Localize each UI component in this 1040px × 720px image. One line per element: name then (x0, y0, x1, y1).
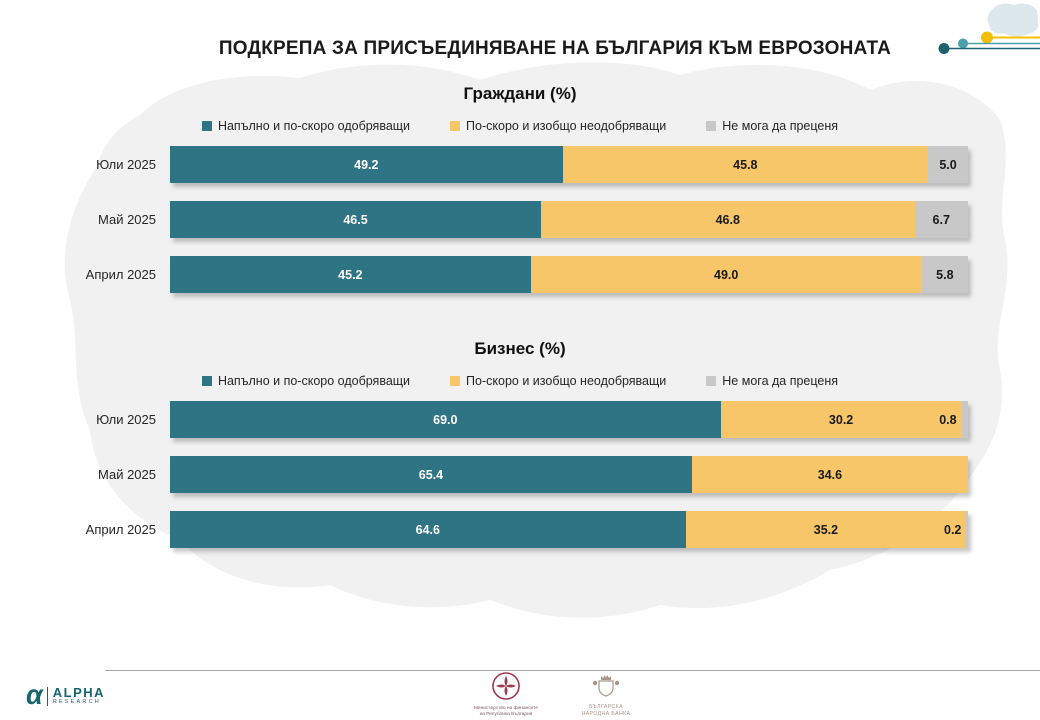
chart-title: Граждани (%) (463, 84, 577, 103)
stacked-bar: 65.4 34.6 (170, 456, 968, 493)
stacked-bar: 49.2 45.8 5.0 (170, 146, 968, 183)
chart-section: Бизнес (%) Напълно и по-скоро одобряващи П… (0, 339, 1040, 548)
legend-swatch-icon (706, 376, 717, 386)
segment-value-label: 0.8 (939, 412, 957, 427)
bar-row: Юли 2025 49.2 45.8 5.0 (16, 146, 968, 183)
category-label: Април 2025 (85, 267, 156, 282)
bar-row: Май 2025 46.5 46.8 6.7 (16, 201, 968, 238)
bar-segment-undecided: 0.8 (939, 401, 968, 438)
segment-value-label: 49.0 (714, 267, 739, 282)
footer-divider (105, 670, 1040, 671)
legend-label: Напълно и по-скоро одобряващи (217, 374, 411, 388)
chart-title: Бизнес (%) (474, 339, 566, 358)
bar-segment-disapprove: 45.8 (562, 146, 929, 183)
chart-rows: Юли 2025 49.2 45.8 5.0 Май 2025 46.5 46.8 6.7 Ап… (16, 146, 968, 293)
stacked-bar: 46.5 46.8 6.7 (170, 201, 968, 238)
stacked-bar: 69.0 30.2 0.8 (170, 401, 968, 438)
segment-value-label: 64.6 (415, 522, 440, 537)
ministry-logo-line1: Министерство на финансите (473, 706, 539, 711)
legend-label: Не мога да преценя (722, 119, 839, 133)
category-label: Април 2025 (85, 522, 156, 537)
legend-swatch-icon (201, 376, 212, 386)
bar-row: Април 2025 64.6 35.2 0.2 (16, 511, 968, 548)
bar-segment-disapprove: 34.6 (691, 456, 968, 493)
bar-segment-undecided: 5.0 (928, 146, 968, 183)
legend-swatch-icon (450, 376, 461, 386)
legend-swatch-icon (450, 121, 461, 131)
bar-segment-disapprove: 46.8 (541, 201, 915, 238)
legend-label: По-скоро и изобщо неодобряващи (466, 374, 667, 388)
segment-value-label: 5.0 (939, 157, 957, 172)
bar-segment-approve: 46.5 (170, 201, 542, 238)
bar-segment-approve: 49.2 (170, 146, 563, 183)
bank-logo-line1: БЪЛГАРСКА (589, 704, 623, 710)
category-label: Юли 2025 (96, 157, 156, 172)
segment-value-label: 6.7 (932, 212, 950, 227)
legend-item: Напълно и по-скоро одобряващи (201, 119, 411, 133)
segment-value-label: 45.2 (338, 267, 363, 282)
bar-segment-undecided: 0.2 (944, 511, 968, 548)
ministry-emblem-icon (492, 672, 520, 700)
segment-value-label: 35.2 (813, 522, 839, 537)
category-label: Май 2025 (98, 467, 156, 482)
legend-swatch-icon (201, 121, 212, 131)
bar-row: Юли 2025 69.0 30.2 0.8 (16, 401, 968, 438)
bar-row: Май 2025 65.4 34.6 (16, 456, 968, 493)
bank-logo-line2: НАРОДНА БАНКА (581, 710, 631, 717)
chart-legend: Напълно и по-скоро одобряващи По-скоро и … (0, 119, 1040, 133)
alpha-logo-name: ALPHA (52, 685, 106, 700)
segment-value-label: 0.2 (944, 522, 962, 537)
bar-segment-approve: 65.4 (170, 456, 692, 493)
bar-segment-disapprove: 49.0 (530, 256, 922, 293)
chart-legend: Напълно и по-скоро одобряващи По-скоро и … (0, 374, 1040, 388)
segment-value-label: 5.8 (936, 267, 954, 282)
ministry-of-finance-logo: Министерство на финансите на Република Б… (468, 671, 544, 718)
bar-segment-disapprove: 35.2 (685, 511, 967, 548)
page-title: ПОДКРЕПА ЗА ПРИСЪЕДИНЯВАНЕ НА БЪЛГАРИЯ К… (218, 38, 892, 59)
stacked-bar: 64.6 35.2 0.2 (170, 511, 968, 548)
segment-value-label: 34.6 (817, 467, 843, 482)
bar-segment-disapprove: 30.2 (720, 401, 962, 438)
legend-item: Напълно и по-скоро одобряващи (201, 374, 411, 388)
segment-value-label: 30.2 (828, 412, 854, 427)
legend-item: По-скоро и изобщо неодобряващи (450, 119, 666, 133)
alpha-glyph-icon: α (26, 680, 43, 710)
chart-rows: Юли 2025 69.0 30.2 0.8 Май 2025 65.4 34.6 Април… (16, 401, 968, 548)
bar-segment-approve: 69.0 (170, 401, 721, 438)
bar-segment-undecided: 6.7 (914, 201, 968, 238)
category-label: Юли 2025 (96, 412, 156, 427)
category-label: Май 2025 (98, 212, 156, 227)
legend-label: Напълно и по-скоро одобряващи (217, 119, 411, 133)
alpha-logo-subtitle: RESEARCH (52, 699, 101, 705)
legend-label: Не мога да преценя (722, 374, 839, 388)
charts-container: Граждани (%) Напълно и по-скоро одобряващ… (0, 84, 1040, 548)
legend-item: Не мога да преценя (706, 374, 838, 388)
legend-item: По-скоро и изобщо неодобряващи (450, 374, 666, 388)
segment-value-label: 49.2 (354, 157, 379, 172)
stacked-bar: 45.2 49.0 5.8 (170, 256, 968, 293)
bar-segment-approve: 45.2 (170, 256, 531, 293)
bar-segment-approve: 64.6 (170, 511, 686, 548)
ministry-logo-line2: на Република България (479, 712, 533, 717)
legend-label: По-скоро и изобщо неодобряващи (466, 119, 667, 133)
bar-row: Април 2025 45.2 49.0 5.8 (16, 256, 968, 293)
bank-crest-icon (592, 675, 620, 697)
alpha-research-logo: α ALPHA RESEARCH (26, 680, 106, 710)
bar-segment-undecided: 5.8 (921, 256, 968, 293)
segment-value-label: 45.8 (733, 157, 758, 172)
segment-value-label: 46.8 (715, 212, 740, 227)
national-bank-logo: БЪЛГАРСКА НАРОДНА БАНКА (566, 671, 646, 717)
segment-value-label: 69.0 (433, 412, 458, 427)
chart-section: Граждани (%) Напълно и по-скоро одобряващ… (0, 84, 1040, 293)
legend-swatch-icon (706, 121, 717, 131)
legend-item: Не мога да преценя (706, 119, 838, 133)
segment-value-label: 46.5 (343, 212, 368, 227)
segment-value-label: 65.4 (418, 467, 444, 482)
